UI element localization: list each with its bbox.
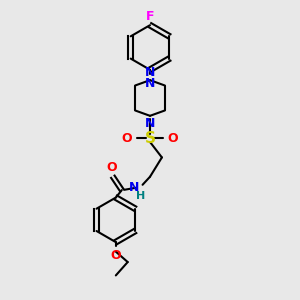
- Text: F: F: [146, 10, 154, 23]
- Text: N: N: [145, 117, 155, 130]
- Text: O: O: [122, 132, 132, 145]
- Text: H: H: [136, 191, 146, 201]
- Text: O: O: [168, 132, 178, 145]
- Text: N: N: [129, 181, 140, 194]
- Text: O: O: [106, 161, 117, 174]
- Text: O: O: [110, 249, 121, 262]
- Text: N: N: [145, 66, 155, 79]
- Text: N: N: [145, 77, 155, 90]
- Text: S: S: [145, 130, 155, 146]
